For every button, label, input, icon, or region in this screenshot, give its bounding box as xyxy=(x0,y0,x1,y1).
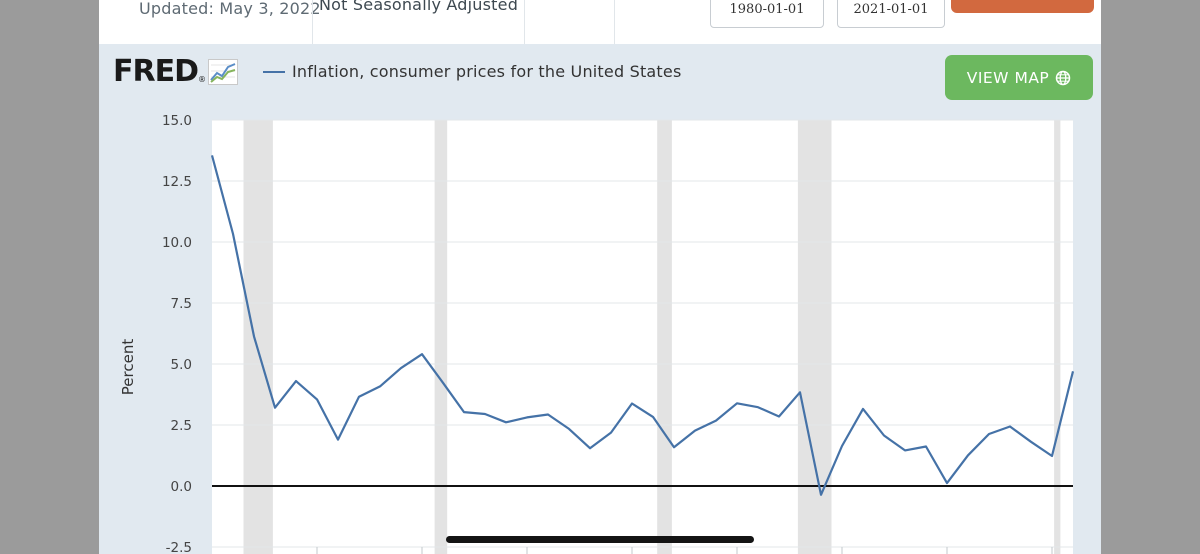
legend-swatch xyxy=(263,70,285,73)
series-meta-row: Updated: May 3, 2022 Not Seasonally Adju… xyxy=(99,0,1101,45)
plot-background xyxy=(212,120,1073,554)
y-tick-label: 2.5 xyxy=(171,418,192,434)
y-tick-label: 15.0 xyxy=(162,113,192,129)
recession-band xyxy=(243,120,273,554)
y-tick-label: 10.0 xyxy=(162,235,192,251)
recession-band xyxy=(797,120,832,554)
start-date-input[interactable]: 1980-01-01 xyxy=(710,0,824,28)
registered-mark: ® xyxy=(198,74,206,84)
inflation-series-line xyxy=(210,155,1075,496)
y-tick-label: 7.5 xyxy=(171,296,192,312)
updated-date: Updated: May 3, 2022 xyxy=(139,0,321,18)
chart-panel: Updated: May 3, 2022 Not Seasonally Adju… xyxy=(99,0,1101,554)
legend-label: Inflation, consumer prices for the Unite… xyxy=(292,62,682,81)
meta-divider xyxy=(312,0,313,44)
line-chart: 15.0 12.5 10.0 7.5 5.0 2.5 0.0 -2.5 Percent xyxy=(119,113,1075,554)
meta-divider xyxy=(614,0,615,44)
y-tick-label: -2.5 xyxy=(166,540,192,554)
y-tick-label: 12.5 xyxy=(162,174,192,190)
meta-divider xyxy=(524,0,525,44)
recession-band xyxy=(434,120,448,554)
view-map-button[interactable]: VIEW MAP xyxy=(945,55,1093,100)
y-axis-label: Percent xyxy=(119,339,137,396)
chart-legend: Inflation, consumer prices for the Unite… xyxy=(263,62,681,81)
globe-icon xyxy=(1056,70,1071,85)
home-indicator xyxy=(446,536,754,543)
fred-chart-icon xyxy=(208,59,238,85)
edit-graph-button[interactable] xyxy=(951,0,1094,13)
fred-logo: FRED ® xyxy=(113,57,238,87)
view-map-label: VIEW MAP xyxy=(966,68,1050,87)
fred-logo-text: FRED xyxy=(113,54,199,89)
recession-band xyxy=(1054,120,1061,554)
y-tick-label: 0.0 xyxy=(171,479,192,495)
y-tick-label: 5.0 xyxy=(171,357,192,373)
seasonal-adjustment: Not Seasonally Adjusted xyxy=(319,0,519,14)
recession-band xyxy=(657,120,672,554)
end-date-input[interactable]: 2021-01-01 xyxy=(837,0,945,28)
